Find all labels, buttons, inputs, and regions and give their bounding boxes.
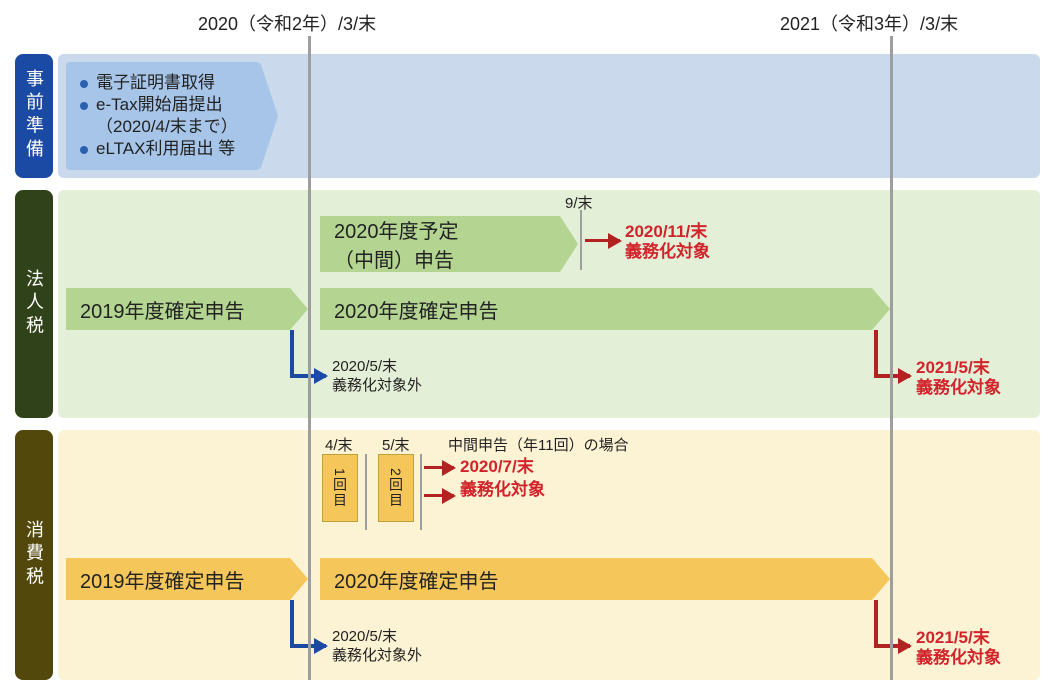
text-line: 2021/5/末 <box>916 358 1001 378</box>
obligation-label: 2020/11/末 義務化対象 <box>625 222 710 263</box>
marker-line <box>365 454 367 530</box>
prep-box: 電子証明書取得 e-Tax開始届提出 （2020/4/末まで） eLTAX利用届… <box>66 62 260 170</box>
text-line: 義務化対象外 <box>332 377 422 396</box>
obligation-label: 2021/5/末 義務化対象 <box>916 628 1001 669</box>
text-line: 2020/7/末 <box>460 456 545 479</box>
bar-text-line: 2020年度予定 <box>334 215 459 244</box>
marker-line <box>580 210 582 270</box>
corp-bar-2019: 2019年度確定申告 <box>66 288 290 330</box>
cons-bar-2019: 2019年度確定申告 <box>66 558 290 600</box>
bullet-text: e-Tax開始届提出 <box>96 95 223 114</box>
bullet-icon <box>80 146 88 154</box>
kaime-box-1: 1回目 <box>322 454 358 522</box>
arrow-icon <box>585 239 620 242</box>
text-line: 義務化対象 <box>460 479 545 502</box>
cons-bar-2020: 2020年度確定申告 <box>320 558 872 600</box>
side-tab-corp: 法人税 <box>15 190 53 418</box>
year-line-2021 <box>890 36 893 680</box>
text-line: 義務化対象 <box>916 378 1001 398</box>
text-line: 義務化対象 <box>916 648 1001 668</box>
bullet-icon <box>80 102 88 110</box>
bullet-text: eLTAX利用届出 等 <box>96 139 235 158</box>
side-tab-cons: 消費税 <box>15 430 53 680</box>
marker-line <box>420 454 422 530</box>
obligation-label: 2020/7/末 義務化対象 <box>460 456 545 502</box>
date-marker-right: 2021（令和3年）/3/末 <box>780 10 958 36</box>
text-line: 2020/5/末 <box>332 358 422 377</box>
hook-line <box>874 330 878 376</box>
arrow-icon <box>424 494 454 497</box>
marker-9sue: 9/末 <box>565 192 593 213</box>
year-line-2020 <box>308 36 311 680</box>
obligation-label: 2021/5/末 義務化対象 <box>916 358 1001 399</box>
side-tab-prep: 事前準備 <box>15 54 53 178</box>
corp-bar-2020: 2020年度確定申告 <box>320 288 872 330</box>
date-marker-left: 2020（令和2年）/3/末 <box>198 10 376 36</box>
bullet-text: （2020/4/末まで） <box>80 116 254 138</box>
bullet-text: 電子証明書取得 <box>96 73 215 92</box>
note-left: 2020/5/末 義務化対象外 <box>332 358 422 396</box>
text-line: 2021/5/末 <box>916 628 1001 648</box>
hook-line <box>874 600 878 646</box>
note-left: 2020/5/末 義務化対象外 <box>332 628 422 666</box>
text-line: 義務化対象 <box>625 242 710 262</box>
text-line: 2020/11/末 <box>625 222 710 242</box>
bullet-icon <box>80 80 88 88</box>
arrow-icon <box>424 466 454 469</box>
marker-4sue: 4/末 <box>325 434 353 455</box>
kaime-box-2: 2回目 <box>378 454 414 522</box>
marker-5sue: 5/末 <box>382 434 410 455</box>
bar-text-line: （中間）申告 <box>334 244 454 273</box>
text-line: 義務化対象外 <box>332 647 422 666</box>
hook-line <box>290 600 294 646</box>
chukan-title: 中間申告（年11回）の場合 <box>448 434 629 455</box>
hook-line <box>290 330 294 376</box>
corp-upper-bar: 2020年度予定 （中間）申告 <box>320 216 560 272</box>
text-line: 2020/5/末 <box>332 628 422 647</box>
timeline-diagram: 2020（令和2年）/3/末 2021（令和3年）/3/末 事前準備 電子証明書… <box>0 0 1050 689</box>
